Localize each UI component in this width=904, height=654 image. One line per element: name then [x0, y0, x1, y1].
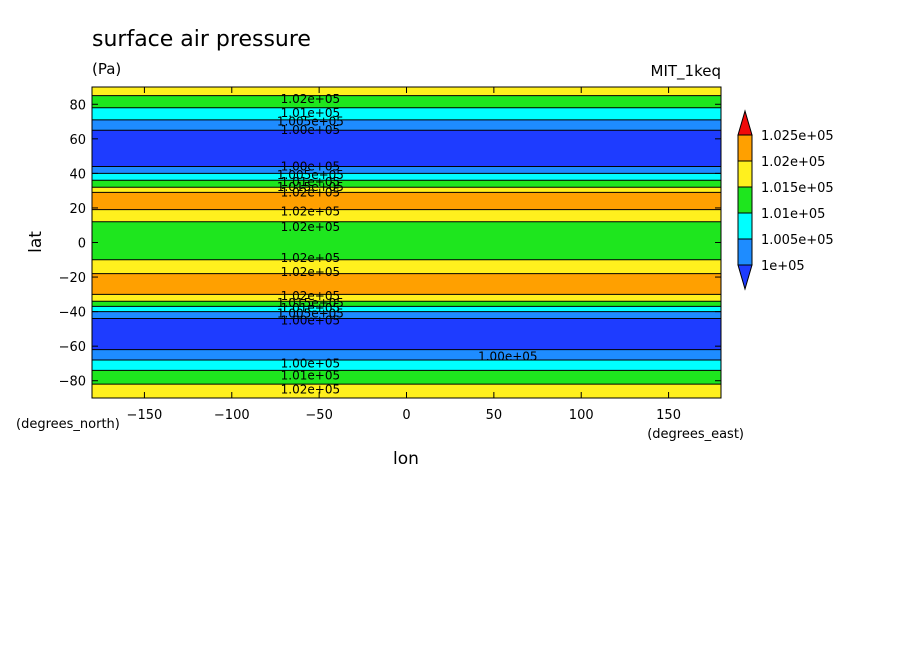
y-tick-label-8: −80	[59, 375, 86, 390]
y-unit-label: (degrees_north)	[16, 417, 120, 432]
x-tick-label-4: 50	[486, 408, 503, 423]
colorbar-legend: 1.025e+05 1.02e+05 1.015e+05 1.01e+05 1.005e…	[737, 109, 834, 291]
contour-labels: 1.02e+051.01e+051.005e+051.00e+051.00e+0…	[277, 92, 538, 396]
contour-label-12: 1.02e+05	[281, 265, 340, 279]
y-tick-label-4: 0	[78, 237, 86, 252]
contour-label-11: 1.02e+05	[281, 251, 340, 265]
contour-band-16	[92, 306, 721, 312]
contour-band-18	[92, 318, 721, 350]
contour-band-8	[92, 187, 721, 193]
contour-band-6	[92, 173, 721, 181]
y-tick-label-0: 80	[69, 98, 86, 113]
x-tick-label-2: −50	[305, 408, 332, 423]
y-tick-label-5: −20	[59, 271, 86, 286]
contour-band-20	[92, 359, 721, 371]
contour-label-6: 1.01e+05	[281, 175, 340, 189]
contour-band-21	[92, 370, 721, 385]
contour-band-14	[92, 294, 721, 302]
contour-label-3: 1.00e+05	[281, 123, 340, 137]
colorbar-swatch-5	[737, 238, 753, 266]
colorbar-level-4: 1.005e+05	[761, 233, 834, 248]
y-tick-label-1: 60	[69, 133, 86, 148]
contour-label-0: 1.02e+05	[281, 92, 340, 106]
contour-band-1	[92, 95, 721, 108]
contour-band-9	[92, 192, 721, 210]
x-tick-label-3: 0	[402, 408, 410, 423]
contour-band-12	[92, 259, 721, 274]
x-axis-label: lon	[393, 449, 419, 469]
x-tick-label-6: 150	[656, 408, 681, 423]
colorbar-extend-bottom	[737, 264, 753, 291]
contour-band-11	[92, 221, 721, 260]
contour-band-5	[92, 166, 721, 174]
contour-label-18: 1.00e+05	[281, 356, 340, 370]
colorbar-swatch-4	[737, 212, 753, 240]
x-axis: −150 −100 −50 0 50 100 150	[127, 87, 681, 423]
colorbar-swatch-2	[737, 160, 753, 188]
contour-label-16: 1.005e+05	[277, 306, 344, 320]
chart-title: surface air pressure	[92, 27, 311, 52]
contour-label-4: 1.00e+05	[281, 159, 340, 173]
contour-label-2: 1.005e+05	[277, 115, 344, 129]
colorbar-swatch-3	[737, 186, 753, 214]
contour-label-9: 1.02e+05	[281, 204, 340, 218]
contour-band-22	[92, 384, 721, 398]
contour-label-10: 1.02e+05	[281, 220, 340, 234]
x-tick-label-1: −100	[214, 408, 250, 423]
colorbar-level-5: 1e+05	[761, 259, 805, 274]
contour-label-14: 1.015e+05	[277, 296, 344, 310]
colorbar-level-2: 1.015e+05	[761, 181, 834, 196]
contour-label-7: 1.015e+05	[277, 180, 344, 194]
y-tick-label-6: −40	[59, 306, 86, 321]
contour-label-5: 1.005e+05	[277, 168, 344, 182]
contour-label-1: 1.01e+05	[281, 106, 340, 120]
y-tick-label-7: −60	[59, 340, 86, 355]
contour-label-17: 1.00e+05	[281, 313, 340, 327]
y-tick-label-3: 20	[69, 202, 86, 217]
y-axis-label: lat	[26, 231, 46, 253]
x-unit-label: (degrees_east)	[647, 427, 744, 442]
contour-band-15	[92, 301, 721, 307]
y-axis: 80 60 40 20 0 −20 −40 −60 −80	[59, 98, 721, 390]
colorbar-level-0: 1.025e+05	[761, 129, 834, 144]
model-label: MIT_1keq	[651, 62, 721, 81]
x-tick-label-5: 100	[569, 408, 594, 423]
colorbar-swatch-1	[737, 134, 753, 162]
contour-band-4	[92, 130, 721, 167]
colorbar-level-1: 1.02e+05	[761, 155, 825, 170]
units-label: (Pa)	[92, 60, 121, 78]
contour-label-21: 1.00e+05	[478, 350, 537, 364]
contour-band-3	[92, 119, 721, 131]
contour-band-19	[92, 349, 721, 360]
colorbar-level-3: 1.01e+05	[761, 207, 825, 222]
contour-label-19: 1.01e+05	[281, 369, 340, 383]
contour-fill	[92, 87, 721, 398]
contour-band-7	[92, 180, 721, 188]
contour-label-8: 1.02e+05	[281, 185, 340, 199]
contour-label-20: 1.02e+05	[281, 382, 340, 396]
colorbar-extend-top	[737, 109, 753, 136]
contour-lines	[92, 95, 721, 385]
y-tick-label-2: 40	[69, 167, 86, 182]
contour-label-15: 1.01e+05	[281, 301, 340, 315]
contour-band-10	[92, 209, 721, 222]
contour-label-13: 1.02e+05	[281, 289, 340, 303]
contour-band-17	[92, 311, 721, 319]
contour-band-13	[92, 273, 721, 295]
contour-band-2	[92, 107, 721, 120]
x-tick-label-0: −150	[127, 408, 163, 423]
